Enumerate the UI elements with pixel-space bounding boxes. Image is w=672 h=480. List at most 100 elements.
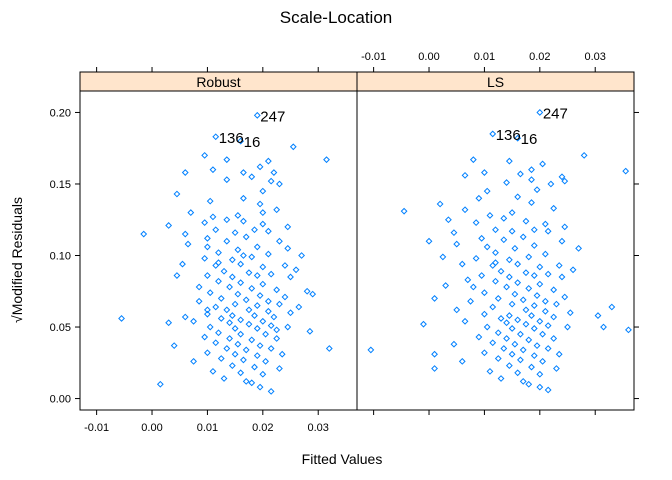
data-point — [237, 137, 245, 145]
data-point — [323, 156, 330, 164]
data-point — [514, 193, 522, 201]
data-point — [259, 280, 267, 288]
data-point — [264, 250, 272, 258]
data-point — [544, 322, 552, 330]
y-tick-label: 0.10 — [50, 251, 71, 263]
data-point — [489, 339, 497, 347]
data-point — [497, 375, 505, 382]
data-point — [561, 293, 569, 301]
data-point — [201, 151, 209, 159]
data-point — [522, 217, 530, 225]
data-point — [237, 330, 245, 338]
data-point — [281, 293, 289, 301]
data-point — [539, 160, 546, 168]
data-point — [539, 330, 546, 338]
x-tick-label: 0.01 — [474, 51, 495, 63]
x-axis-title: Fitted Values — [302, 451, 383, 467]
data-point — [303, 287, 311, 295]
data-point — [550, 313, 558, 321]
data-point — [530, 226, 538, 234]
data-point — [206, 197, 214, 205]
data-point — [292, 266, 300, 274]
data-point — [253, 325, 261, 332]
data-point — [503, 335, 510, 342]
data-point — [528, 176, 535, 184]
data-point — [165, 319, 173, 327]
data-point — [492, 259, 499, 267]
data-point — [276, 237, 283, 245]
data-point — [505, 256, 513, 264]
data-point — [256, 383, 264, 391]
data-point — [181, 313, 189, 321]
data-point — [278, 350, 286, 358]
point-label-247: 247 — [543, 105, 568, 122]
data-point — [508, 227, 516, 235]
data-point — [289, 143, 297, 151]
data-point — [522, 320, 530, 328]
data-point — [181, 169, 189, 176]
data-point — [486, 212, 494, 219]
data-point — [242, 377, 250, 385]
data-point — [165, 222, 173, 229]
data-point — [558, 273, 566, 281]
x-tick-label: 0.00 — [418, 51, 439, 63]
data-point — [505, 157, 513, 165]
data-point — [226, 283, 233, 291]
data-point — [240, 356, 247, 364]
data-point — [259, 220, 267, 228]
data-point — [190, 317, 197, 325]
data-point — [608, 303, 616, 311]
data-point — [215, 277, 222, 285]
data-point — [242, 233, 250, 241]
data-point — [181, 230, 189, 238]
data-point — [206, 323, 214, 331]
data-point — [555, 350, 563, 358]
data-point — [248, 285, 256, 292]
data-point — [450, 229, 458, 237]
data-point — [436, 200, 444, 208]
data-point — [519, 346, 527, 354]
data-point — [212, 339, 220, 347]
data-point — [541, 307, 549, 315]
data-point — [553, 300, 560, 308]
data-point — [469, 156, 477, 164]
data-point — [494, 329, 502, 337]
data-point — [439, 253, 447, 261]
data-point — [511, 340, 519, 348]
data-point — [544, 270, 552, 278]
data-point — [204, 310, 211, 318]
data-point — [533, 292, 541, 299]
data-point — [253, 243, 261, 251]
x-tick-label: 0.01 — [197, 422, 218, 434]
data-point — [536, 280, 544, 288]
data-point — [400, 207, 408, 215]
data-point — [284, 223, 292, 231]
data-point — [259, 263, 267, 271]
data-point — [237, 369, 245, 377]
data-point — [514, 279, 522, 287]
y-axis-title: √Modified Residuals — [9, 197, 25, 323]
data-point — [594, 312, 602, 319]
data-point — [483, 243, 491, 251]
data-point — [237, 316, 245, 324]
data-point — [519, 296, 527, 304]
data-point — [469, 283, 477, 291]
x-tick-label: -0.01 — [84, 422, 109, 434]
data-point — [458, 357, 466, 365]
data-point — [533, 342, 541, 350]
data-point — [273, 326, 281, 334]
data-point — [195, 297, 203, 305]
data-point — [267, 345, 275, 352]
data-point — [481, 310, 488, 318]
data-point — [530, 242, 538, 249]
data-point — [248, 253, 256, 261]
data-point — [217, 295, 225, 302]
panel-frame-ls — [356, 90, 635, 411]
data-point — [508, 350, 516, 358]
data-point — [600, 323, 607, 331]
data-point — [281, 262, 289, 269]
data-point — [461, 206, 469, 214]
data-point — [273, 286, 281, 294]
y-tick-label: 0.20 — [50, 107, 71, 119]
